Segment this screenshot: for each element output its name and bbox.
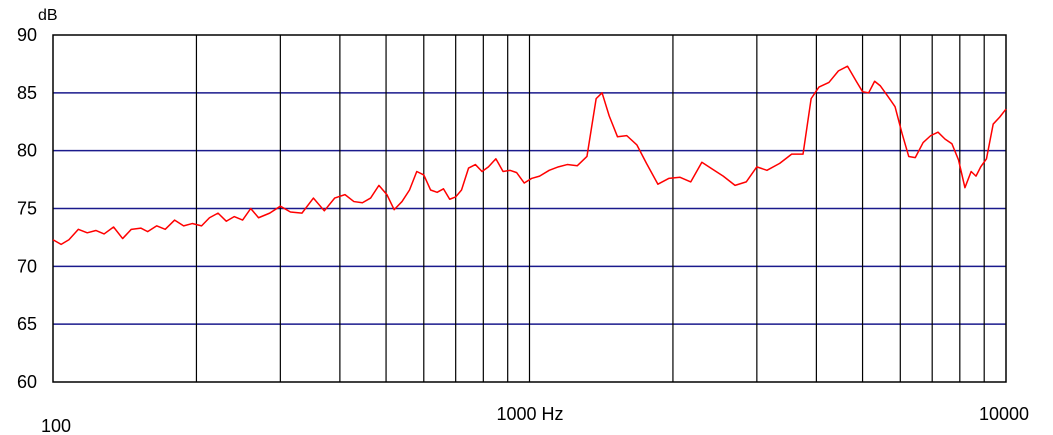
- y-tick-label: 80: [17, 141, 37, 161]
- x-tick-label: 10000: [979, 404, 1029, 424]
- y-tick-label: 90: [17, 25, 37, 45]
- y-axis-unit-label: dB: [38, 7, 58, 24]
- y-tick-labels: 60 65 70 75 80 85 90: [17, 25, 37, 392]
- x-tick-labels: 100 1000 Hz 10000: [41, 404, 1029, 435]
- x-tick-label: 1000 Hz: [496, 404, 563, 424]
- plot-frame: [52, 34, 1007, 383]
- y-tick-label: 70: [17, 256, 37, 276]
- y-tick-label: 60: [17, 372, 37, 392]
- y-tick-label: 65: [17, 314, 37, 334]
- series-line: [52, 65, 1007, 246]
- x-tick-label: 100: [41, 416, 71, 435]
- y-tick-label: 85: [17, 83, 37, 103]
- y-tick-label: 75: [17, 199, 37, 219]
- vertical-gridlines: [195, 35, 985, 382]
